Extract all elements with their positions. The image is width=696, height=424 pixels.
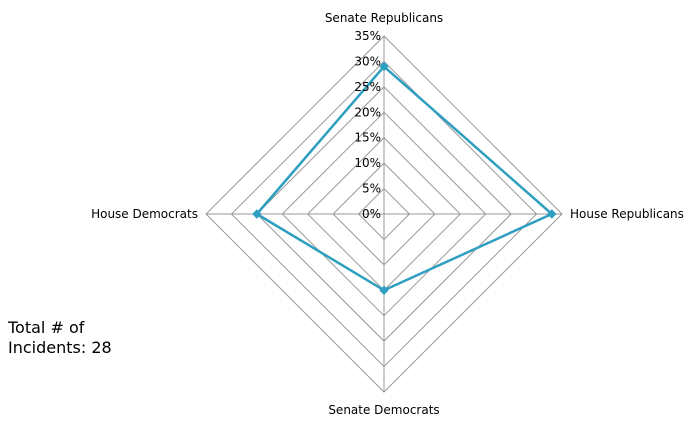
tick-label: 10% [354, 156, 381, 170]
data-point [379, 61, 389, 72]
tick-label: 0% [362, 207, 381, 221]
category-label: Senate Republicans [325, 11, 443, 25]
tick-label: 5% [362, 182, 381, 196]
series [252, 61, 557, 295]
category-label: House Republicans [570, 207, 684, 221]
tick-labels: 0% 5% 10% 15% 20% 25% 30% 35% [354, 29, 381, 221]
data-point [252, 209, 262, 219]
tick-label: 20% [354, 105, 381, 119]
tick-label: 35% [354, 29, 381, 43]
category-label: Senate Democrats [328, 403, 439, 417]
data-point [547, 209, 557, 219]
annotation-line-2: Incidents: 28 [8, 338, 112, 357]
data-point [379, 285, 389, 295]
series-line [255, 65, 554, 292]
category-label: House Democrats [91, 207, 198, 221]
category-labels: Senate Republicans House Republicans Senat… [91, 11, 684, 417]
tick-label: 25% [354, 80, 381, 94]
tick-label: 15% [354, 131, 381, 145]
tick-label: 30% [354, 54, 381, 68]
incident-total-annotation: Total # of Incidents: 28 [8, 318, 112, 358]
annotation-line-1: Total # of [8, 318, 85, 337]
